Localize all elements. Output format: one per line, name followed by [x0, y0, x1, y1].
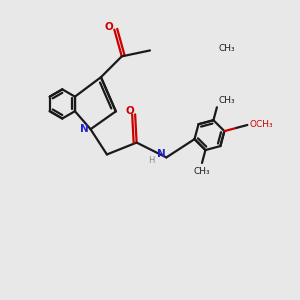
Text: O: O — [125, 106, 134, 116]
Text: OCH₃: OCH₃ — [250, 121, 273, 130]
Text: N: N — [80, 124, 88, 134]
Text: CH₃: CH₃ — [218, 44, 235, 53]
Text: N: N — [157, 149, 165, 159]
Text: O: O — [105, 22, 113, 32]
Text: H: H — [148, 157, 154, 166]
Text: CH₃: CH₃ — [218, 96, 235, 105]
Text: CH₃: CH₃ — [194, 167, 210, 176]
